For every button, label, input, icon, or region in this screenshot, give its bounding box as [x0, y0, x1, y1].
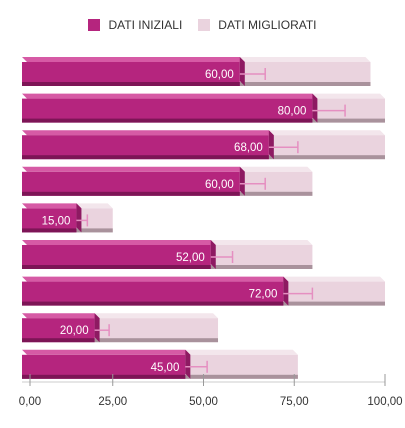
bar-side-face-dati-iniziali: [94, 313, 100, 343]
bar-side-face-dati-iniziali: [239, 166, 245, 196]
bar-side-face-dati-iniziali: [210, 240, 216, 269]
bar-bottom-face-dati-migliorati: [239, 191, 313, 196]
bar-bottom-face-dati-migliorati: [312, 118, 385, 123]
bar-bottom-face-dati-iniziali: [22, 338, 95, 343]
legend-item-dati-iniziali: DATI INIZIALI: [88, 18, 182, 32]
bar-bottom-face-dati-migliorati: [239, 82, 371, 86]
bar-bottom-face-dati-iniziali: [22, 301, 284, 306]
bar-top-face-dati-migliorati: [76, 203, 113, 209]
data-label: 80,00: [278, 106, 307, 118]
bar-bottom-face-dati-iniziali: [22, 374, 186, 379]
data-label: 20,00: [60, 325, 89, 337]
bar-bottom-face-dati-iniziali: [22, 191, 240, 196]
bar-top-face-dati-iniziali: [22, 349, 191, 355]
bar-bottom-face-dati-migliorati: [283, 301, 385, 306]
bar-bottom-face-dati-migliorati: [210, 265, 313, 269]
bar-top-face-dati-migliorati: [239, 57, 371, 62]
data-label: 72,00: [249, 289, 278, 301]
legend-swatch-dati-iniziali: [88, 19, 101, 31]
legend-label-dati-iniziali: DATI INIZIALI: [108, 18, 183, 32]
bar-bottom-face-dati-migliorati: [185, 374, 298, 379]
bar-top-face-dati-migliorati: [283, 276, 385, 282]
legend-swatch-dati-migliorati: [198, 19, 211, 31]
bar-bottom-face-dati-iniziali: [22, 265, 211, 269]
bar-top-face-dati-migliorati: [94, 313, 219, 319]
bar-bottom-face-dati-iniziali: [22, 118, 313, 123]
x-tick-label: 75,00: [280, 396, 309, 408]
bar-top-face-dati-iniziali: [22, 166, 245, 172]
bar-top-face-dati-migliorati: [239, 166, 313, 172]
legend: DATI INIZIALI DATI MIGLIORATI: [0, 18, 405, 32]
x-tick-label: 0,00: [19, 396, 41, 408]
bar-top-face-dati-iniziali: [22, 276, 289, 282]
x-tick-label: 100,00: [367, 396, 402, 408]
bar-top-face-dati-migliorati: [210, 240, 313, 245]
data-label: 15,00: [42, 215, 71, 227]
bar-side-face-dati-iniziali: [239, 57, 245, 86]
x-axis: 0,00 25,00 50,00 75,00 100,00: [19, 374, 403, 408]
bar-bottom-face-dati-iniziali: [22, 228, 77, 233]
data-label: 68,00: [234, 142, 263, 154]
data-label: 60,00: [205, 179, 234, 191]
bar-top-face-dati-iniziali: [22, 203, 82, 209]
bar-side-face-dati-iniziali: [312, 93, 318, 123]
bar-side-face-dati-iniziali: [185, 349, 191, 379]
bar-top-face-dati-migliorati: [185, 349, 298, 355]
data-label: 60,00: [205, 69, 234, 81]
bar-bottom-face-dati-migliorati: [268, 155, 385, 160]
bar-side-face-dati-iniziali: [283, 276, 289, 306]
bar-top-face-dati-migliorati: [268, 130, 385, 136]
x-tick-label: 25,00: [98, 396, 127, 408]
legend-label-dati-migliorati: DATI MIGLIORATI: [218, 18, 317, 32]
bar-side-face-dati-iniziali: [76, 203, 82, 233]
bar-side-face-dati-iniziali: [268, 130, 274, 160]
bar-top-face-dati-iniziali: [22, 240, 216, 245]
bar-top-face-dati-iniziali: [22, 313, 100, 319]
legend-item-dati-migliorati: DATI MIGLIORATI: [198, 18, 317, 32]
bar-bottom-face-dati-iniziali: [22, 82, 240, 86]
bars-group: 60,00 80,00 68,00 60,00 15,00 52,00 72,00 20,00…: [22, 57, 385, 379]
bar-bottom-face-dati-iniziali: [22, 155, 269, 160]
bar-top-face-dati-iniziali: [22, 57, 245, 62]
bar-top-face-dati-migliorati: [312, 93, 385, 99]
data-label: 52,00: [176, 252, 205, 264]
bar-bottom-face-dati-migliorati: [76, 228, 113, 233]
x-tick-label: 50,00: [189, 396, 218, 408]
bar-top-face-dati-iniziali: [22, 93, 318, 99]
bar-bottom-face-dati-migliorati: [94, 338, 219, 343]
data-label: 45,00: [151, 362, 180, 374]
bar-top-face-dati-iniziali: [22, 130, 274, 136]
